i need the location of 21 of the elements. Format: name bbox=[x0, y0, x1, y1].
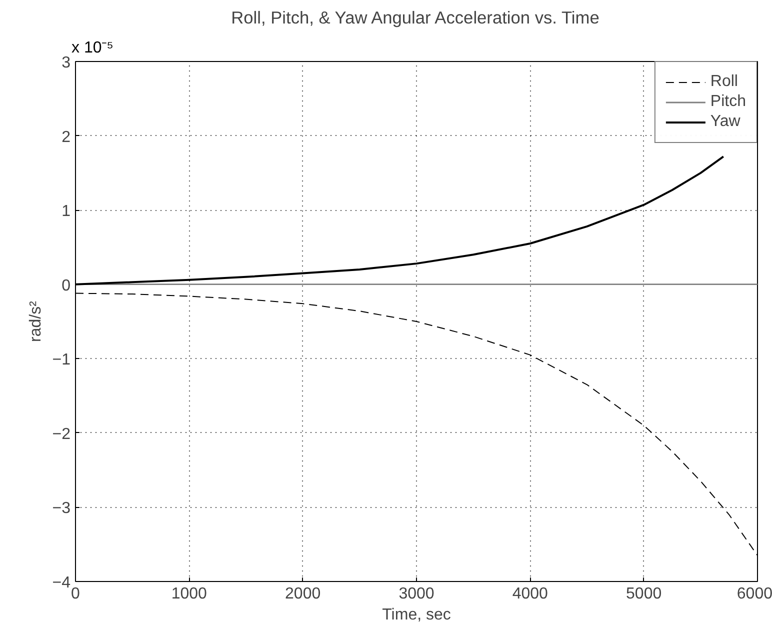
x-tick-label: 3000 bbox=[398, 586, 434, 602]
chart-title: Roll, Pitch, & Yaw Angular Acceleration vs. Time bbox=[231, 8, 600, 28]
y-tick-label: 3 bbox=[62, 54, 71, 72]
y-tick-label: 0 bbox=[62, 277, 71, 294]
legend-label: Roll bbox=[710, 73, 738, 91]
y-tick-label: −2 bbox=[52, 426, 71, 443]
y-tick-label: −1 bbox=[52, 352, 71, 369]
y-axis-title: rad/s² bbox=[27, 300, 44, 342]
x-tick-label: 4000 bbox=[512, 586, 548, 602]
x-tick-label: 2000 bbox=[285, 586, 321, 602]
x-tick-label: 6000 bbox=[736, 586, 772, 602]
text: x 10⁻⁵ bbox=[72, 40, 114, 56]
x-axis-title: Time, sec bbox=[382, 606, 451, 624]
y-tick-label: −4 bbox=[52, 574, 71, 592]
y-tick-label: 1 bbox=[62, 203, 71, 220]
x-tick-label: 1000 bbox=[171, 586, 208, 602]
legend-label: Pitch bbox=[710, 93, 746, 111]
legend-label: Yaw bbox=[710, 113, 740, 131]
x-tick-label: 5000 bbox=[626, 586, 662, 602]
y-tick-label: 2 bbox=[62, 128, 71, 146]
y-tick-label: −3 bbox=[52, 500, 71, 518]
